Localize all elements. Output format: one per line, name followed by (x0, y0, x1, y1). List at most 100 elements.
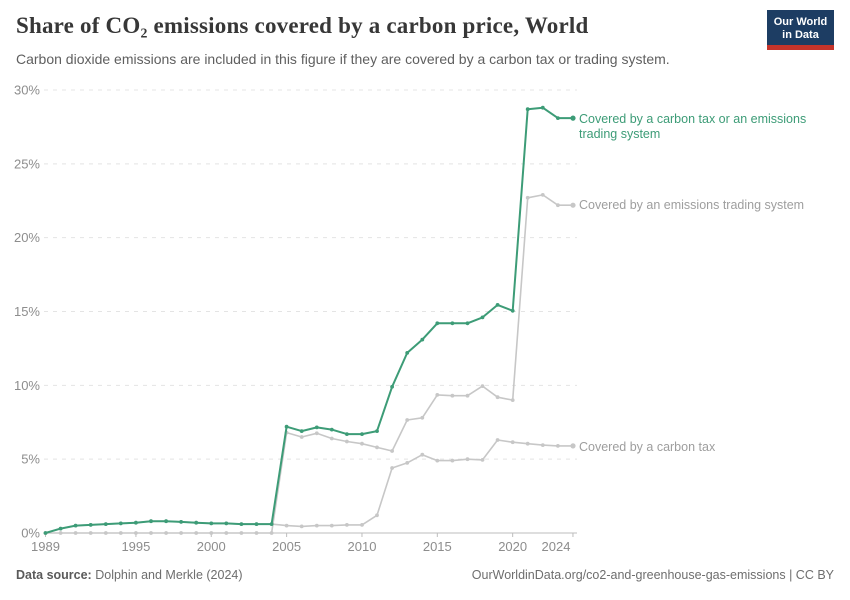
data-point-ets (495, 395, 500, 400)
data-point-ets (450, 393, 455, 398)
data-point-total (239, 522, 244, 526)
owid-logo-red-bar (767, 45, 834, 50)
data-point-ets (118, 531, 123, 535)
data-point-ets (360, 441, 364, 446)
data-source: Data source: Dolphin and Merkle (2024) (16, 568, 243, 582)
data-point-tax (299, 524, 304, 529)
data-point-tax (465, 457, 470, 462)
data-point-tax (495, 438, 500, 442)
data-point-ets (329, 436, 334, 441)
y-axis-tick-label: 15% (14, 304, 40, 319)
data-point-ets (103, 531, 108, 535)
y-axis-tick-label: 5% (21, 452, 40, 467)
data-point-ets (420, 415, 425, 420)
data-point-ets (480, 384, 485, 388)
data-point-ets (149, 531, 153, 535)
series-label-carbon-tax-or-ets[interactable]: Covered by a carbon tax or an emissions … (579, 112, 806, 141)
data-point-tax (420, 452, 425, 457)
data-point-ets (299, 435, 304, 439)
data-point-total (103, 522, 108, 526)
series-label-carbon-tax[interactable]: Covered by a carbon tax (579, 440, 716, 454)
data-point-total (179, 520, 184, 524)
series-line-tax (44, 439, 574, 534)
data-point-ets (269, 531, 274, 535)
page-subtitle: Carbon dioxide emissions are included in… (16, 51, 670, 67)
data-point-tax (375, 513, 379, 518)
data-point-total (556, 116, 560, 120)
data-point-total (194, 520, 199, 525)
data-point-total (465, 321, 470, 326)
data-point-ets (164, 531, 169, 535)
data-point-ets (556, 203, 560, 208)
data-point-tax (314, 523, 319, 528)
y-axis-tick-label: 25% (14, 156, 40, 171)
data-point-ets (570, 202, 576, 208)
x-axis-tick-label: 1989 (31, 539, 60, 554)
x-axis-tick-label: 2020 (498, 539, 527, 554)
data-point-tax (405, 461, 410, 465)
data-point-total (299, 429, 304, 433)
data-point-ets (254, 531, 259, 535)
page-title: Share of CO₂ emissions covered by a carb… (16, 13, 589, 38)
data-point-total (209, 521, 214, 526)
data-point-ets (179, 531, 184, 535)
data-point-total (254, 522, 259, 526)
series-label-line: trading system (579, 126, 661, 141)
data-point-tax (450, 458, 455, 463)
data-point-tax (345, 523, 349, 527)
data-point-ets (510, 398, 515, 402)
data-point-total (73, 523, 78, 528)
data-point-ets (314, 431, 319, 436)
data-point-ets (435, 393, 440, 397)
data-point-total (118, 521, 123, 526)
data-point-total (314, 425, 319, 430)
data-point-total (390, 384, 394, 389)
data-point-total (540, 105, 545, 110)
data-point-tax (284, 523, 289, 528)
data-point-total (405, 351, 410, 355)
data-point-ets (390, 449, 394, 453)
x-axis-tick-label: 2024 (542, 539, 571, 554)
data-point-total (149, 519, 153, 524)
series-line-total (44, 106, 574, 534)
owid-logo-line1: Our World (773, 16, 828, 28)
owid-logo-line2: in Data (782, 28, 819, 41)
data-point-total (525, 107, 530, 112)
data-point-ets (224, 531, 229, 535)
owid-logo: Our World in Data (767, 10, 834, 50)
data-point-ets (194, 531, 199, 535)
data-point-tax (525, 441, 530, 446)
data-point-tax (360, 523, 364, 527)
credit-link[interactable]: OurWorldinData.org/co2-and-greenhouse-ga… (471, 568, 834, 582)
data-point-total (495, 303, 500, 307)
data-point-ets (73, 531, 78, 535)
y-axis-tick-label: 30% (14, 83, 40, 98)
data-point-total (164, 519, 169, 524)
x-axis-tick-label: 2000 (197, 539, 226, 554)
data-point-total (269, 522, 274, 526)
data-point-tax (510, 440, 515, 445)
series-label-ets[interactable]: Covered by an emissions trading system (579, 198, 805, 212)
data-point-total (224, 521, 229, 526)
data-point-total (570, 115, 576, 121)
data-point-tax (480, 458, 485, 462)
data-point-ets (88, 531, 93, 535)
data-point-tax (390, 466, 394, 470)
data-source-label: Data source: (16, 568, 92, 582)
data-point-ets (134, 531, 138, 535)
data-point-ets (209, 531, 214, 535)
data-point-total (450, 321, 455, 326)
data-source-value: Dolphin and Merkle (2024) (95, 568, 243, 582)
x-axis-tick-label: 2015 (423, 539, 452, 554)
data-point-total (88, 523, 93, 527)
data-point-total (43, 531, 48, 535)
y-axis-tick-label: 10% (14, 378, 40, 393)
data-point-total (360, 432, 364, 436)
data-point-ets (345, 439, 349, 444)
data-point-total (329, 427, 334, 432)
data-point-total (375, 429, 379, 433)
data-point-total (420, 337, 425, 342)
y-axis-tick-label: 20% (14, 230, 40, 245)
data-point-total (134, 520, 138, 525)
